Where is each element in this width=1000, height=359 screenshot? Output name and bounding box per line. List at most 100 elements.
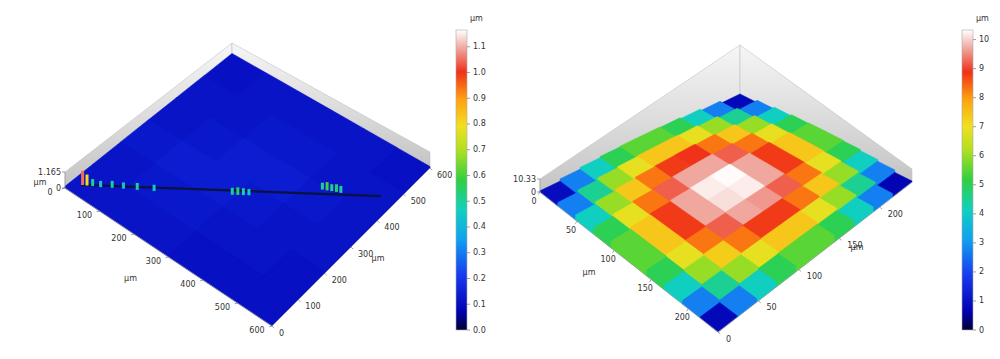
colorbar-tick-label: 1.0 [473,68,486,77]
colorbar-title: µm [976,14,989,23]
colorbar-tick [467,46,470,47]
colorbar-tick [467,98,470,99]
colorbar-tick-label: 0.3 [473,248,486,257]
x-tick [269,326,272,328]
y-tick-label: 600 [437,171,452,180]
x-tick-label: 100 [601,255,616,264]
surface-panel: 050100150200050100150200µmµm010.33 [513,45,912,344]
x-tick-label: 200 [675,313,690,322]
colorbar-tick-label: 0.0 [473,326,486,335]
peak [136,183,139,190]
colorbar-tick [973,184,976,185]
colorbar-tick [973,68,976,69]
y-tick-label: 0 [726,335,731,344]
x-tick [131,234,134,236]
colorbar-tick-label: 0.8 [473,119,486,128]
colorbar-title: µm [470,14,483,23]
colorbar-bar [456,30,467,330]
peak [81,171,84,185]
colorbar-tick [467,330,470,331]
y-tick-label: 500 [411,197,426,206]
y-tick [272,326,274,328]
y-tick [839,238,841,240]
z-tick-label: 1.165 [38,168,61,177]
x-tick-label: 100 [77,211,92,220]
x-tick-label: 400 [180,280,195,289]
colorbar-tick-label: 1 [979,296,984,305]
z-tick-label: 10.33 [513,175,536,184]
z-tick [62,172,65,173]
colorbar-tick [973,126,976,127]
colorbar-tick-label: 2 [979,267,984,276]
walls [65,43,430,188]
x-tick [97,211,100,213]
colorbar-tick [973,39,976,40]
colorbar-tick [973,213,976,214]
colorbar: 0.00.10.20.30.40.50.60.70.80.91.01.1µm [456,14,486,335]
x-axis-line [65,188,272,326]
colorbar-tick-label: 0.4 [473,222,486,231]
colorbar-tick [973,242,976,243]
colorbar-tick-label: 0.9 [473,94,486,103]
colorbar-tick [467,72,470,73]
peak [339,186,342,193]
plot-area [540,94,912,332]
colorbar-tick [467,252,470,253]
y-tick [758,301,760,303]
y-tick [298,300,300,302]
surface-cell [238,276,299,326]
colorbar-tick-label: 7 [979,122,984,131]
x-tick [166,257,169,259]
x-axis-line [540,192,718,332]
axes: 050100150200050100150200µmµm010.33 [513,175,912,344]
y-tick [430,168,432,170]
y-tick-label: 0 [279,329,284,338]
y-tick-label: 400 [384,223,399,232]
peak [236,187,239,195]
colorbar-tick-label: 0.5 [473,197,486,206]
colorbar-tick-label: 5 [979,180,984,189]
x-axis-title: µm [583,268,596,277]
colorbar-tick [973,330,976,331]
x-tick [200,280,203,282]
colorbar-tick-label: 1.1 [473,42,486,51]
colorbar-tick-label: 0.2 [473,274,486,283]
peak [242,188,245,195]
y-tick [880,207,882,209]
y-tick-label: 50 [766,303,776,312]
y-tick [799,270,801,272]
x-tick-label: 500 [215,303,230,312]
z-tick [537,179,540,180]
page: 01002003004005006000100200300400500600µm… [0,0,1000,359]
plot-area [65,53,430,326]
peak [330,184,333,191]
z-tick-label: 0 [56,184,61,193]
x-tick-label: 0 [47,188,52,197]
x-tick-label: 600 [249,326,264,335]
z-tick [537,192,540,193]
colorbar-tick [467,304,470,305]
peak [231,188,234,195]
colorbar-tick [973,300,976,301]
colorbar-tick-label: 3 [979,238,984,247]
x-tick [650,280,652,282]
peak [247,189,250,195]
wall [740,45,912,182]
peak [153,185,156,191]
peak [86,175,89,186]
x-tick-label: 200 [111,234,126,243]
y-tick [404,194,406,196]
colorbar-tick-label: 9 [979,64,984,73]
peak [122,182,125,188]
x-tick-label: 300 [146,257,161,266]
surface-panel: 01002003004005006000100200300400500600µm… [34,43,453,338]
z-axis-line [540,179,541,192]
x-tick [613,250,615,252]
colorbar-tick [467,278,470,279]
peak [99,181,102,187]
colorbar-tick [973,155,976,156]
peak [326,182,329,190]
colorbar-tick [467,201,470,202]
y-axis-line [272,168,430,326]
x-tick-label: 0 [531,197,536,206]
